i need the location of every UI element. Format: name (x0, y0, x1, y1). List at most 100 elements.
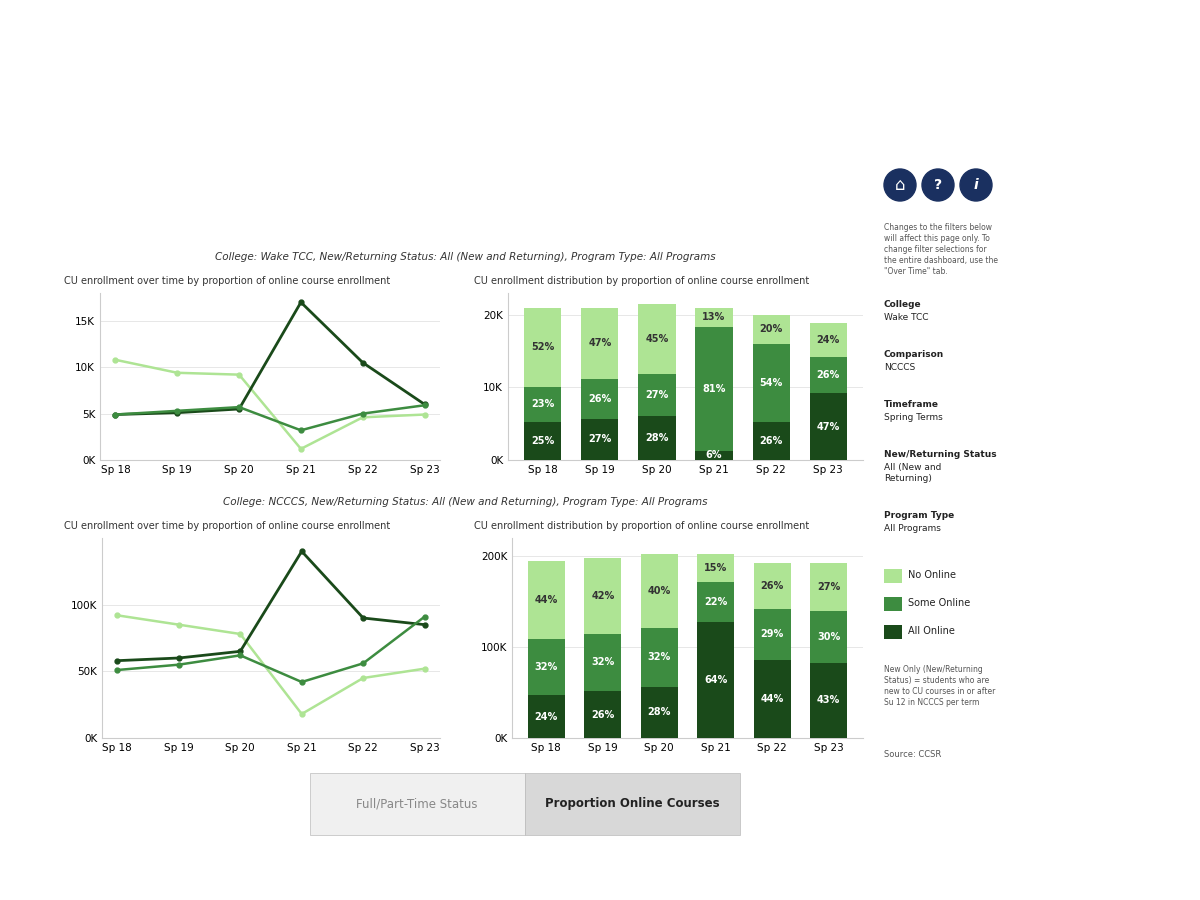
Text: No Online: No Online (908, 570, 956, 580)
Text: 32%: 32% (648, 652, 671, 662)
Text: Spring Terms: Spring Terms (884, 413, 943, 422)
Bar (638, 417, 676, 460)
Bar (754, 660, 791, 738)
Bar (752, 422, 790, 460)
Bar (584, 558, 622, 634)
Text: CU enrollment over time by proportion of online course enrollment: CU enrollment over time by proportion of… (64, 276, 390, 286)
Bar (884, 625, 902, 639)
Text: 26%: 26% (761, 580, 784, 590)
Text: 54%: 54% (760, 378, 782, 388)
Bar (696, 451, 733, 460)
Text: 28%: 28% (646, 433, 668, 443)
Bar (884, 569, 902, 583)
Bar (696, 308, 733, 328)
Bar (581, 308, 618, 379)
Text: 81%: 81% (702, 384, 726, 394)
Text: 22%: 22% (704, 597, 727, 607)
Bar (810, 563, 847, 610)
Text: change filter selections for: change filter selections for (884, 245, 986, 254)
Text: 26%: 26% (588, 394, 612, 404)
Text: 30%: 30% (817, 632, 840, 642)
Text: 6%: 6% (706, 450, 722, 461)
Bar (884, 597, 902, 611)
Bar (754, 608, 791, 660)
Bar (810, 610, 847, 663)
Text: Timeframe: Timeframe (884, 400, 938, 409)
Text: Changes to the filters below: Changes to the filters below (884, 223, 992, 232)
Circle shape (884, 169, 916, 201)
Bar (638, 304, 676, 374)
Bar (810, 663, 847, 738)
Circle shape (960, 169, 992, 201)
Bar (581, 418, 618, 460)
Text: 15%: 15% (704, 563, 727, 573)
Bar (754, 562, 791, 608)
Bar (697, 554, 734, 581)
Bar (526, 773, 740, 835)
Text: College: College (884, 300, 922, 309)
Bar (528, 696, 565, 738)
Text: Some Online: Some Online (908, 598, 971, 608)
Text: New Only (New/Returning: New Only (New/Returning (884, 665, 983, 674)
Bar (696, 328, 733, 451)
Text: will affect this page only. To: will affect this page only. To (884, 234, 990, 243)
Text: Source: CCSR: Source: CCSR (884, 750, 941, 759)
Text: All Online: All Online (908, 626, 955, 636)
Text: i: i (973, 178, 978, 192)
Text: ⌂: ⌂ (895, 176, 905, 194)
Text: 26%: 26% (592, 709, 614, 720)
Text: CU enrollment distribution by proportion of online course enrollment: CU enrollment distribution by proportion… (474, 521, 809, 531)
Bar (752, 315, 790, 344)
Text: College: NCCCS, New/Returning Status: All (New and Returning), Program Type: All: College: NCCCS, New/Returning Status: Al… (223, 497, 707, 507)
Text: Comparison: Comparison (884, 350, 944, 359)
Text: Curriculum (CU) Enrollment by Proportion of Online Course Enrollment - All Stude: Curriculum (CU) Enrollment by Proportion… (168, 179, 762, 192)
Text: CU enrollment distribution by proportion of online course enrollment: CU enrollment distribution by proportion… (474, 276, 809, 286)
Text: 43%: 43% (817, 696, 840, 706)
Text: 26%: 26% (760, 436, 782, 446)
Text: 29%: 29% (761, 629, 784, 639)
Text: 42%: 42% (592, 590, 614, 601)
Bar (528, 561, 565, 639)
Text: 47%: 47% (588, 338, 612, 348)
Text: Su 12 in NCCCS per term: Su 12 in NCCCS per term (884, 698, 979, 707)
Text: 45%: 45% (646, 334, 668, 344)
Text: New/Returning Status: New/Returning Status (884, 450, 997, 459)
Circle shape (922, 169, 954, 201)
Bar (581, 379, 618, 418)
Text: Program Type: Program Type (884, 511, 954, 520)
Bar (752, 344, 790, 422)
Text: 47%: 47% (817, 422, 840, 432)
Text: 13%: 13% (702, 312, 726, 322)
Text: To change whether the dashboard displays data for all students, dually enrolled : To change whether the dashboard displays… (160, 207, 772, 217)
Text: Status) = students who are: Status) = students who are (884, 676, 989, 685)
Text: NCCCS: NCCCS (884, 363, 916, 372)
Text: 64%: 64% (704, 675, 727, 685)
Bar (697, 581, 734, 622)
Text: 27%: 27% (646, 391, 668, 401)
Text: go to the "Overview" tab and change the filter selection.: go to the "Overview" tab and change the … (326, 224, 604, 234)
Bar (810, 393, 847, 460)
Bar (641, 628, 678, 687)
Text: new to CU courses in or after: new to CU courses in or after (884, 687, 995, 696)
Bar (584, 691, 622, 738)
Text: Proportion Online Courses: Proportion Online Courses (545, 797, 719, 811)
Text: Returning): Returning) (884, 474, 932, 483)
Bar (641, 554, 678, 628)
Text: 40%: 40% (648, 586, 671, 596)
Text: 20%: 20% (760, 324, 782, 334)
Text: 27%: 27% (588, 435, 612, 445)
Bar (638, 374, 676, 417)
Text: CU enrollment over time by proportion of online course enrollment: CU enrollment over time by proportion of… (64, 521, 390, 531)
Bar (528, 639, 565, 696)
Bar (697, 622, 734, 738)
Text: Wake TCC: Wake TCC (884, 313, 929, 322)
Text: Full/Part-Time Status: Full/Part-Time Status (356, 797, 478, 811)
Bar (641, 687, 678, 738)
Text: 25%: 25% (532, 436, 554, 446)
Bar (524, 308, 562, 387)
Text: 32%: 32% (592, 657, 614, 668)
Text: 24%: 24% (817, 335, 840, 345)
Text: ?: ? (934, 178, 942, 192)
Text: 44%: 44% (761, 694, 784, 704)
Text: 44%: 44% (535, 595, 558, 605)
